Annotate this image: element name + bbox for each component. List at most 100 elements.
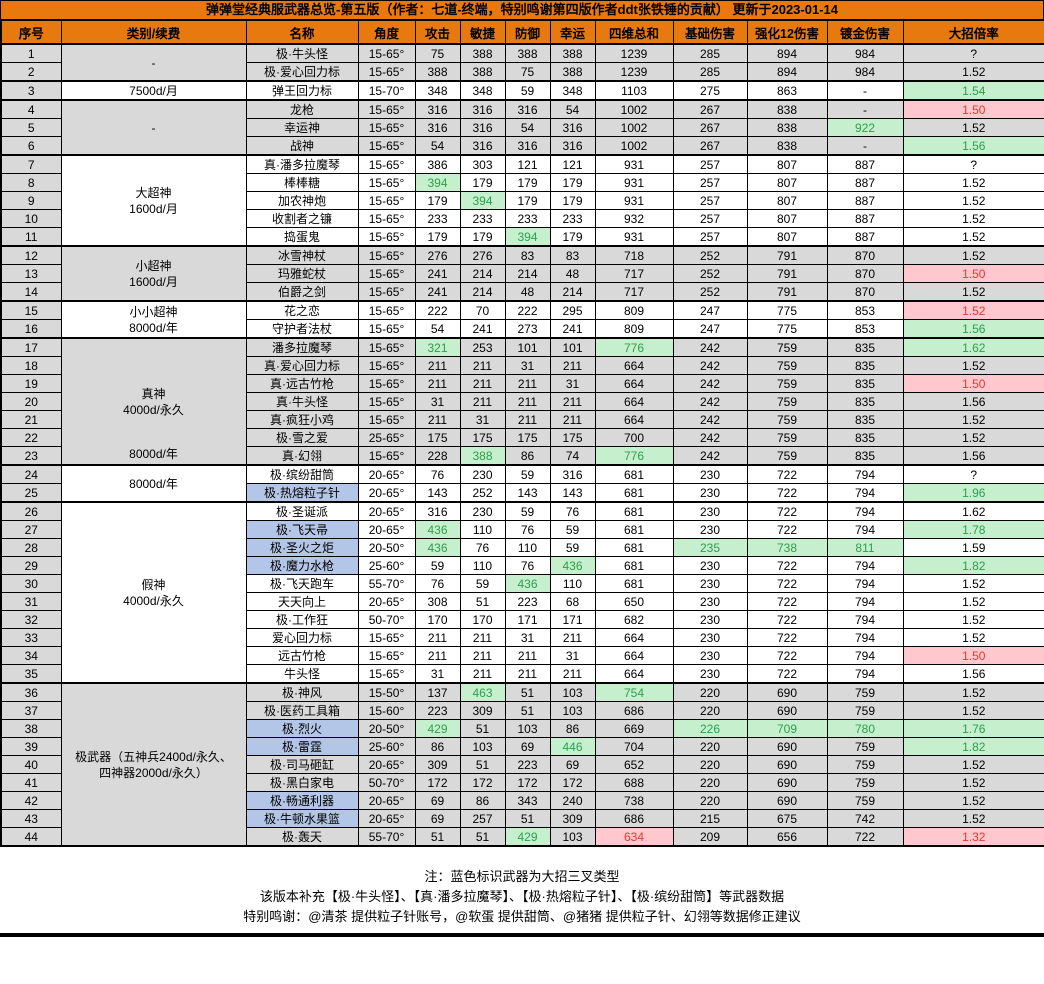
gold-damage-cell: 835: [826, 410, 904, 429]
total-cell: 738: [594, 791, 674, 810]
enhance12-damage-cell: 863: [746, 80, 828, 101]
name-cell: 守护者法杖: [245, 319, 359, 339]
enhance12-damage-cell: 690: [746, 682, 828, 702]
table-row: 6 战神 15-65° 54 316 316 316 1002 267 838-1.56: [0, 136, 1044, 156]
angle-cell: 15-65°: [357, 154, 416, 174]
header-row: 序号 类别/续费 名称 角度 攻击 敏捷 防御 幸运 四维总和 基础伤害 强化12伤害 镀金伤害 大招倍…: [0, 19, 1044, 45]
enhance12-damage-cell: 759: [746, 428, 828, 447]
ult-rate-cell: 1.52: [902, 209, 1044, 228]
defense-cell: 48: [504, 282, 551, 302]
enhance12-damage-cell: 807: [746, 209, 828, 228]
defense-cell: 222: [504, 300, 551, 320]
name-cell: 极·圣诞派: [245, 501, 359, 521]
luck-cell: 388: [549, 62, 596, 82]
serial-cell: 41: [0, 773, 62, 792]
agility-cell: 316: [459, 99, 506, 119]
agility-cell: 388: [459, 62, 506, 82]
angle-cell: 15-65°: [357, 43, 416, 63]
serial-cell: 42: [0, 791, 62, 810]
gold-damage-cell: 887: [826, 209, 904, 228]
luck-cell: 171: [549, 610, 596, 629]
table-row: 9 加农神炮 15-65° 179 394 179 179 931 257 807 887 1.52: [0, 191, 1044, 210]
category-label: 大超神 1600d/月: [129, 185, 178, 216]
angle-cell: 15-60°: [357, 701, 416, 720]
attack-cell: 316: [414, 501, 461, 521]
defense-cell: 179: [504, 173, 551, 192]
defense-cell: 211: [504, 374, 551, 393]
agility-cell: 76: [459, 538, 506, 557]
gold-damage-cell: 794: [826, 464, 904, 484]
gold-damage-cell: 984: [826, 62, 904, 82]
gold-damage-cell: 870: [826, 282, 904, 302]
gold-damage-cell: 835: [826, 374, 904, 393]
angle-cell: 15-65°: [357, 628, 416, 647]
luck-cell: 211: [549, 392, 596, 411]
total-cell: 1103: [594, 80, 674, 101]
agility-cell: 214: [459, 264, 506, 283]
agility-cell: 388: [459, 43, 506, 63]
serial-cell: 3: [0, 80, 62, 101]
table-row: 24 8000d/年 极·缤纷甜筒 20-65° 76 230 59 316 681 230 722…: [0, 464, 1044, 503]
table-row: 37 极·医药工具箱 15-60° 223 309 51 103 686 220 690 759 1.…: [0, 701, 1044, 720]
ult-rate-cell: 1.32: [902, 827, 1044, 847]
gold-damage-cell: 835: [826, 337, 904, 357]
angle-cell: 55-70°: [357, 574, 416, 593]
angle-cell: 15-65°: [357, 173, 416, 192]
defense-cell: 394: [504, 227, 551, 247]
name-cell: 真·疯狂小鸡: [245, 410, 359, 429]
luck-cell: 316: [549, 464, 596, 484]
gold-damage-cell: 984: [826, 43, 904, 63]
gold-damage-cell: 794: [826, 646, 904, 665]
attack-cell: 76: [414, 464, 461, 484]
base-damage-cell: 267: [672, 118, 748, 137]
serial-cell: 39: [0, 737, 62, 756]
gold-damage-cell: 794: [826, 483, 904, 503]
total-cell: 718: [594, 245, 674, 265]
defense-cell: 211: [504, 410, 551, 429]
table-row: 38 极·烈火 20-50° 429 51 103 86 669 226 709 780 1.76: [0, 719, 1044, 738]
angle-cell: 15-65°: [357, 209, 416, 228]
enhance12-damage-cell: 722: [746, 501, 828, 521]
name-cell: 极·牛顿水果篮: [245, 809, 359, 828]
attack-cell: 241: [414, 282, 461, 302]
enhance12-damage-cell: 722: [746, 556, 828, 575]
base-damage-cell: 242: [672, 410, 748, 429]
sheet-title: 弹弹堂经典服武器总览-第五版（作者：七道-终端，特别鸣谢第四版作者ddt张铁锤的…: [0, 0, 1044, 19]
serial-cell: 35: [0, 664, 62, 684]
agility-cell: 241: [459, 319, 506, 339]
serial-cell: 16: [0, 319, 62, 339]
category-label: -: [151, 55, 156, 70]
angle-cell: 15-65°: [357, 337, 416, 357]
gold-damage-cell: 759: [826, 737, 904, 756]
total-cell: 1239: [594, 43, 674, 63]
angle-cell: 15-65°: [357, 191, 416, 210]
column-header: 防御: [504, 19, 551, 45]
ult-rate-cell: 1.52: [902, 610, 1044, 629]
gold-damage-cell: 759: [826, 755, 904, 774]
base-damage-cell: 230: [672, 628, 748, 647]
defense-cell: 59: [504, 80, 551, 101]
agility-cell: 59: [459, 574, 506, 593]
gold-damage-cell: 870: [826, 245, 904, 265]
category-cell: 7500d/月: [60, 80, 247, 101]
ult-rate-cell: 1.62: [902, 337, 1044, 357]
total-cell: 688: [594, 773, 674, 792]
agility-cell: 257: [459, 809, 506, 828]
enhance12-damage-cell: 722: [746, 520, 828, 539]
attack-cell: 233: [414, 209, 461, 228]
category-cell: 大超神 1600d/月: [60, 154, 247, 247]
ult-rate-cell: 1.59: [902, 538, 1044, 557]
angle-cell: 15-65°: [357, 282, 416, 302]
ult-rate-cell: 1.52: [902, 410, 1044, 429]
enhance12-damage-cell: 775: [746, 300, 828, 320]
name-cell: 极·雪之爱: [245, 428, 359, 447]
name-cell: 捣蛋鬼: [245, 227, 359, 247]
serial-cell: 33: [0, 628, 62, 647]
enhance12-damage-cell: 759: [746, 337, 828, 357]
serial-cell: 32: [0, 610, 62, 629]
serial-cell: 4: [0, 99, 62, 119]
attack-cell: 211: [414, 374, 461, 393]
serial-cell: 26: [0, 501, 62, 521]
angle-cell: 15-50°: [357, 682, 416, 702]
luck-cell: 179: [549, 227, 596, 247]
